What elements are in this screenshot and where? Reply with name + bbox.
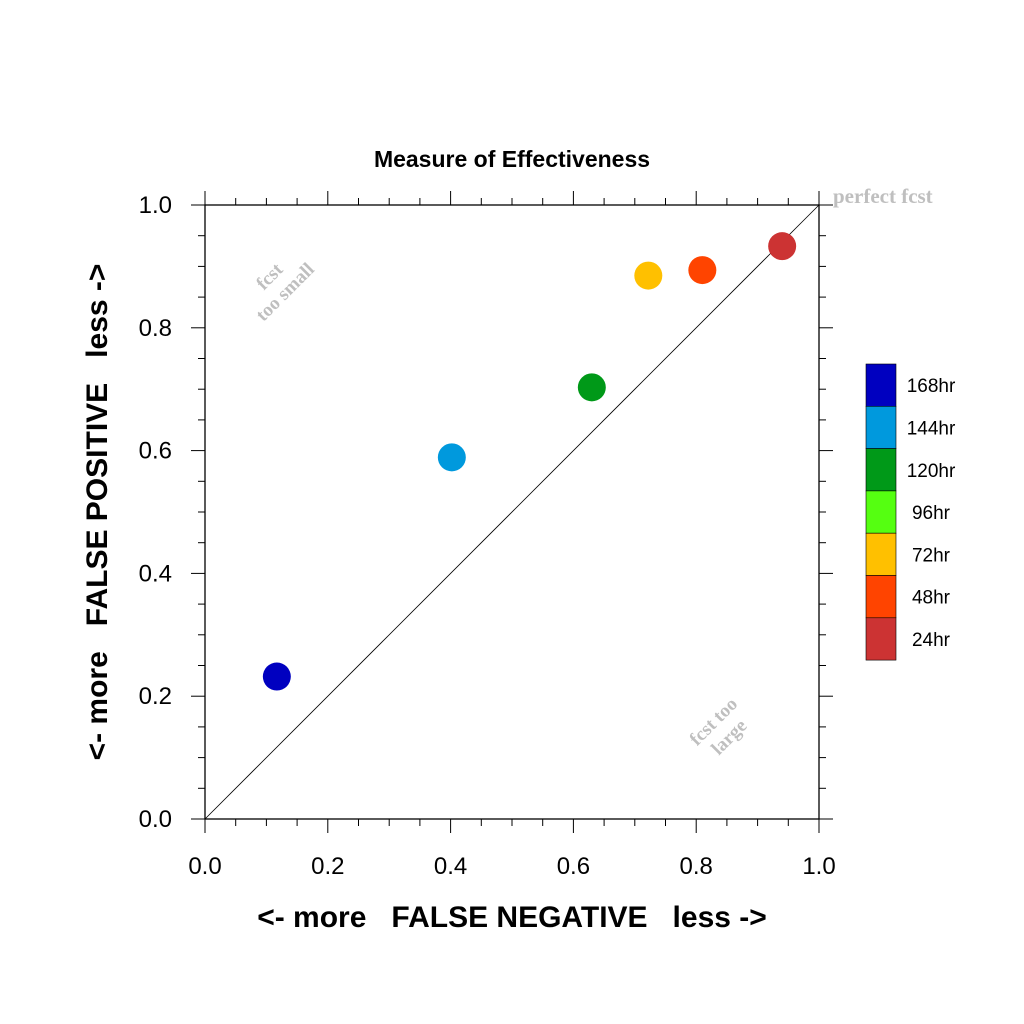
y-tick-label: 0.2 <box>139 683 172 710</box>
chart-title: Measure of Effectiveness <box>374 146 650 172</box>
x-tick-labels: 0.0 0.2 0.4 0.6 0.8 1.0 <box>188 853 835 880</box>
plot-area: 0.0 0.2 0.4 0.6 0.8 1.0 0.0 0.2 0.4 0.6 0.8 1.0 <box>139 191 836 880</box>
x-tick-label: 1.0 <box>802 853 835 880</box>
data-point-24hr <box>768 232 797 261</box>
legend-label: 48hr <box>912 588 951 609</box>
too-large-annotation: fcst too large <box>686 694 752 760</box>
diagonal-reference-line <box>204 204 820 820</box>
legend-label: 144hr <box>907 418 956 439</box>
y-tick-label: 0.8 <box>139 315 172 342</box>
x-tick-label: 0.0 <box>188 853 221 880</box>
y-tick-label: 0.0 <box>139 806 172 833</box>
data-point-48hr <box>688 256 717 285</box>
y-tick-label: 0.6 <box>139 438 172 465</box>
legend-swatch-120hr <box>865 448 897 492</box>
x-tick-label: 0.2 <box>311 853 344 880</box>
legend-swatch-144hr <box>865 405 897 449</box>
data-points <box>262 232 797 691</box>
x-tick-label: 0.4 <box>434 853 467 880</box>
legend-label: 96hr <box>912 503 951 524</box>
x-tick-label: 0.8 <box>680 853 713 880</box>
data-point-72hr <box>634 261 663 290</box>
legend-label: 120hr <box>907 461 956 482</box>
data-point-168hr <box>262 662 291 691</box>
too-small-annotation: fcst too small <box>252 259 319 326</box>
legend-label: 72hr <box>912 545 951 566</box>
legend-swatch-168hr <box>865 363 897 407</box>
legend-swatch-24hr <box>865 617 897 661</box>
legend-swatch-96hr <box>865 490 897 534</box>
data-point-120hr <box>577 373 606 402</box>
legend-label: 168hr <box>907 376 956 397</box>
legend-swatch-48hr <box>865 575 897 619</box>
y-axis-label: <- more FALSE POSITIVE less -> <box>81 264 114 761</box>
y-tick-label: 1.0 <box>139 192 172 219</box>
axis-ticks <box>191 191 833 833</box>
y-tick-labels: 0.0 0.2 0.4 0.6 0.8 1.0 <box>139 192 172 833</box>
data-point-144hr <box>437 443 466 472</box>
y-tick-label: 0.4 <box>139 560 172 587</box>
legend: 168hr 144hr 120hr 96hr 72hr 48hr 24hr <box>865 363 956 661</box>
perfect-forecast-annotation: perfect fcst <box>833 184 933 208</box>
x-tick-label: 0.6 <box>557 853 590 880</box>
legend-label: 24hr <box>912 630 951 651</box>
x-axis-label: <- more FALSE NEGATIVE less -> <box>257 901 767 934</box>
legend-swatch-72hr <box>865 532 897 576</box>
